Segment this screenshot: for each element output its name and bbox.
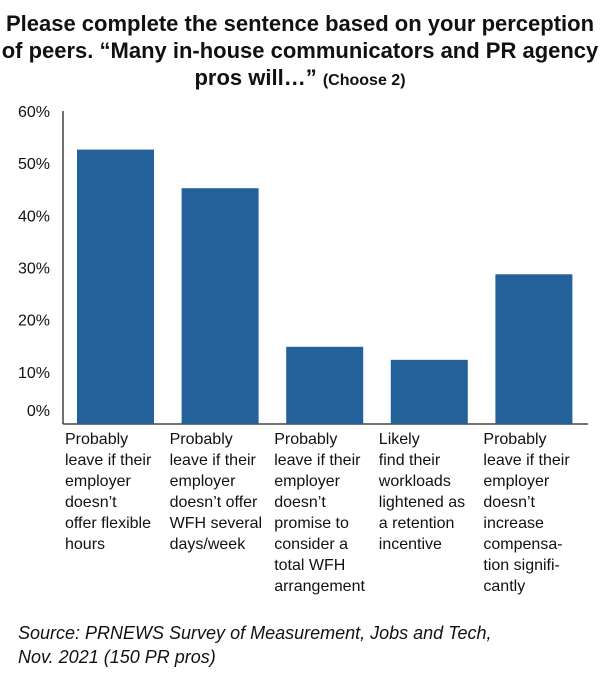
x-category-label-line: employer bbox=[169, 473, 236, 490]
x-category-label-line: cantly bbox=[483, 578, 526, 595]
chart-title-text: Please complete the sentence based on yo… bbox=[1, 11, 599, 90]
y-tick-label: 40% bbox=[18, 208, 50, 225]
x-category-label-line: promise to bbox=[274, 515, 349, 532]
x-category-label-line: arrangement bbox=[274, 578, 365, 595]
x-category-label-line: leave if their bbox=[483, 452, 570, 469]
x-category-label: Probably leave if their employer doesn’t inc… bbox=[483, 429, 593, 597]
x-category-label-line: Likely bbox=[378, 431, 420, 448]
x-category-label: Probably leave if their employer doesn’t of… bbox=[170, 429, 280, 555]
source-line-1: Source: PRNEWS Survey of Measurement, Jo… bbox=[18, 623, 492, 643]
x-category-label-line: lightened as bbox=[378, 494, 466, 511]
y-tick-label: 30% bbox=[18, 261, 50, 278]
x-category-label-line: WFH several bbox=[169, 515, 263, 532]
x-category-label-line: employer bbox=[65, 473, 131, 490]
x-category-label-line: employer bbox=[483, 473, 550, 490]
x-category-label-line: compensa- bbox=[483, 536, 563, 553]
x-category-label-line: tion signifi- bbox=[483, 557, 560, 574]
x-category-label-line: consider a bbox=[274, 536, 349, 553]
x-category-label-line: Probably bbox=[274, 431, 338, 448]
y-tick-label: 10% bbox=[18, 365, 50, 382]
x-category-label-line: Probably bbox=[483, 431, 547, 448]
x-category-label-line: days/week bbox=[169, 536, 246, 553]
x-category-label-line: total WFH bbox=[274, 557, 346, 574]
y-tick-label: 20% bbox=[18, 313, 50, 330]
source-note: Source: PRNEWS Survey of Measurement, Jo… bbox=[18, 621, 588, 669]
x-category-label-line: workloads bbox=[378, 473, 451, 490]
x-category-label-line: a retention bbox=[378, 515, 455, 532]
bar bbox=[181, 188, 259, 424]
x-category-label-line: doesn’t bbox=[65, 494, 117, 511]
x-category-label-line: offer flexible bbox=[65, 515, 151, 532]
x-category-label-line: Probably bbox=[169, 431, 233, 448]
x-category-label-line: leave if their bbox=[65, 452, 152, 469]
bar bbox=[286, 346, 364, 424]
x-category-label-line: find their bbox=[378, 452, 441, 469]
bar bbox=[495, 274, 573, 424]
x-category-label: Probably leave if their employer doesn’t off… bbox=[65, 429, 175, 555]
x-category-label-line: leave if their bbox=[274, 452, 361, 469]
x-category-label-line: doesn’t bbox=[274, 494, 326, 511]
chart-title: Please complete the sentence based on yo… bbox=[0, 10, 600, 94]
y-tick-label: 50% bbox=[18, 156, 50, 173]
bar bbox=[390, 359, 468, 424]
y-tick-label: 0% bbox=[27, 403, 50, 420]
x-category-label-line: doesn’t bbox=[483, 494, 535, 511]
y-tick-label: 60% bbox=[18, 104, 50, 121]
x-category-label-line: employer bbox=[274, 473, 340, 490]
x-category-label: Likely find their workloads lightened as a r… bbox=[379, 429, 489, 555]
x-category-label-line: hours bbox=[65, 536, 106, 553]
bar bbox=[77, 149, 154, 424]
x-category-label-line: doesn’t offer bbox=[169, 494, 258, 511]
x-category-label-line: increase bbox=[483, 515, 544, 532]
x-category-label: Probably leave if their employer doesn’t pro… bbox=[274, 429, 384, 597]
source-line-2: Nov. 2021 (150 PR pros) bbox=[18, 647, 216, 667]
x-category-label-line: leave if their bbox=[169, 452, 256, 469]
chart-title-note: (Choose 2) bbox=[322, 72, 406, 89]
x-category-label-line: incentive bbox=[378, 536, 442, 553]
x-category-label-line: Probably bbox=[65, 431, 129, 448]
